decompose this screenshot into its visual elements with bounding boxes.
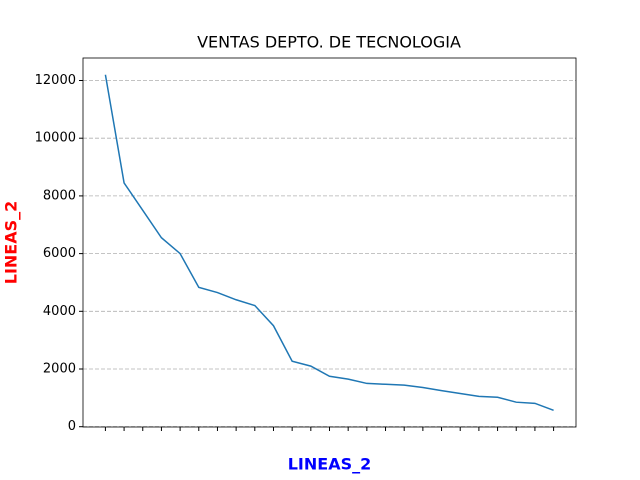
plot-frame <box>82 57 577 428</box>
chart-title: VENTAS DEPTO. DE TECNOLOGIA <box>197 33 461 52</box>
x-axis-label: LINEAS_2 <box>288 455 372 474</box>
y-tick-label: 12000 <box>35 73 76 88</box>
y-tick-label: 2000 <box>43 362 76 377</box>
y-tick-label: 4000 <box>43 304 76 319</box>
line-series <box>104 74 554 411</box>
y-tick-label: 8000 <box>43 188 76 203</box>
y-axis-label: LINEAS_2 <box>2 201 21 285</box>
y-tick-label: 6000 <box>43 246 76 261</box>
y-tick-label: 10000 <box>35 131 76 146</box>
y-tick-label: 0 <box>68 419 76 434</box>
